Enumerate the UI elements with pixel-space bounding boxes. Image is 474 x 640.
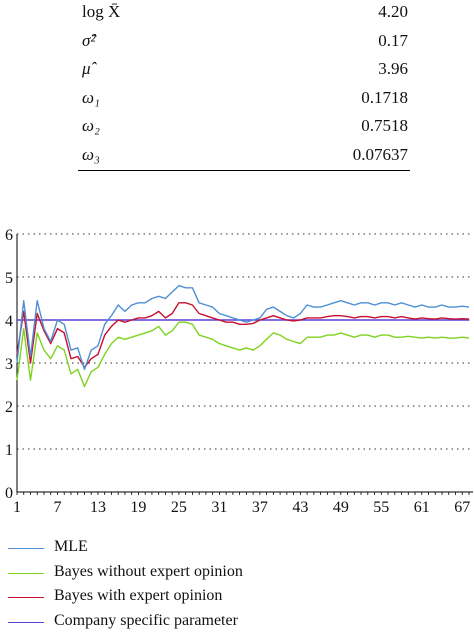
- legend-label: Company specific parameter: [54, 611, 238, 629]
- legend-swatch: [8, 572, 44, 574]
- legend-swatch: [8, 597, 44, 598]
- param-symbol: ω₃: [82, 144, 100, 164]
- x-tick-label: 19: [130, 499, 146, 516]
- y-tick-label: 6: [5, 227, 13, 244]
- series-line-0: [16, 284, 470, 371]
- param-symbol: log X̄: [82, 2, 121, 21]
- param-value: 0.07637: [352, 144, 408, 164]
- series-line-2: [16, 302, 470, 369]
- param-symbol: μ̂: [82, 59, 91, 78]
- param-row-omega3: ω₃ 0.07637: [78, 143, 410, 172]
- y-tick-label: 1: [5, 442, 13, 459]
- x-tick-label: 43: [292, 499, 308, 516]
- x-tick-label: 13: [90, 499, 106, 516]
- param-symbol: ω₁: [82, 87, 100, 107]
- y-tick-label: 2: [5, 399, 13, 416]
- series-line-1: [16, 321, 470, 388]
- param-value: 0.1718: [361, 87, 408, 107]
- y-tick-label: 5: [5, 270, 13, 287]
- legend-label: Bayes without expert opinion: [54, 562, 243, 580]
- y-tick-label: 4: [5, 313, 13, 330]
- x-tick-label: 1: [13, 499, 21, 516]
- x-tick-label: 31: [211, 499, 227, 516]
- x-tick-label: 7: [53, 499, 61, 516]
- x-tick-label: 61: [414, 499, 430, 516]
- table-bottom-rule: [78, 170, 410, 171]
- legend-label: MLE: [54, 538, 88, 555]
- legend-swatch: [8, 548, 44, 549]
- y-tick-label: 3: [5, 356, 13, 373]
- param-row-logx: log X̄ 4.20: [78, 0, 410, 29]
- param-row-sigma2: σ̂² 0.17: [78, 29, 410, 58]
- param-value: 0.17: [378, 30, 408, 50]
- param-value: 4.20: [378, 2, 408, 21]
- x-tick-label: 55: [373, 499, 389, 516]
- legend-swatch: [8, 621, 44, 623]
- legend-label: Bayes with expert opinion: [54, 587, 223, 604]
- param-value: 0.7518: [361, 116, 408, 135]
- x-tick-label: 49: [333, 499, 349, 516]
- param-value: 3.96: [378, 59, 408, 78]
- x-tick-label: 25: [171, 499, 187, 516]
- param-row-omega2: ω₂ 0.7518: [78, 114, 410, 143]
- param-symbol: ω₂: [82, 116, 100, 135]
- param-symbol: σ̂²: [82, 30, 96, 50]
- y-tick-label: 0: [5, 485, 13, 502]
- param-row-omega1: ω₁ 0.1718: [78, 86, 410, 115]
- x-tick-label: 67: [454, 499, 470, 516]
- parameter-table: log X̄ 4.20 σ̂² 0.17 μ̂ 3.96 ω₁ 0.1718 ω…: [78, 0, 410, 171]
- param-row-mu: μ̂ 3.96: [78, 57, 410, 86]
- x-tick-label: 37: [252, 499, 268, 516]
